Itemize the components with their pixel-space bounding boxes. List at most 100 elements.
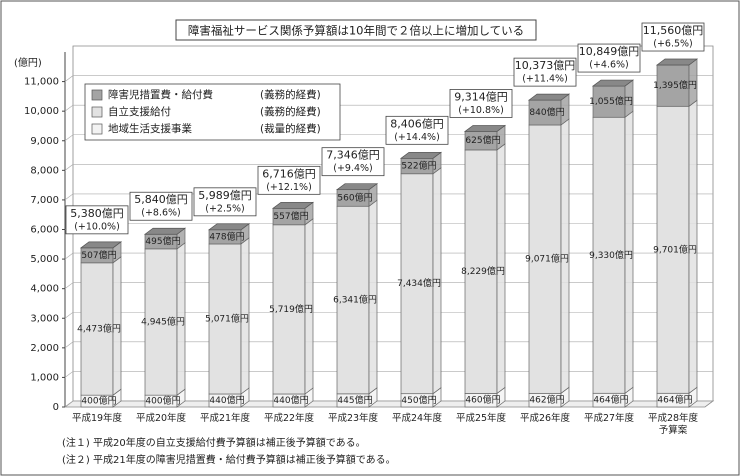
segment-label: 1,395億円 xyxy=(653,79,697,91)
change-label: (+10.0%) xyxy=(74,221,120,232)
chart-title: 障害福祉サービス関係予算額は10年間で２倍以上に増加している xyxy=(188,24,524,38)
total-box xyxy=(257,165,321,195)
bar-segment xyxy=(336,205,370,395)
change-label: (+8.6%) xyxy=(141,208,181,219)
y-tick-label: 5,000 xyxy=(30,254,59,265)
change-label: (+6.5%) xyxy=(653,39,693,50)
segment-label: 400億円 xyxy=(81,395,116,407)
x-tick-label: 平成24年度 xyxy=(391,413,443,424)
bar-segment xyxy=(400,173,434,395)
segment-label: 464億円 xyxy=(593,394,628,406)
change-label: (+12.1%) xyxy=(266,182,312,193)
x-tick-label: 平成19年度 xyxy=(71,413,123,424)
y-tick-label: 9,000 xyxy=(30,136,59,147)
y-tick-label: 3,000 xyxy=(30,313,59,324)
segment-label: 450億円 xyxy=(401,394,436,406)
segment-label: 495億円 xyxy=(145,235,180,247)
legend-label: 自立支援給付 xyxy=(108,105,171,118)
total-label: 11,560億円 xyxy=(643,24,704,37)
note: (注１) 平成20年度の自立支援給付費予算額は補正後予算額である。 xyxy=(62,438,366,449)
segment-label: 4,473億円 xyxy=(77,323,121,335)
x-tick-label: 平成26年度 xyxy=(519,413,571,424)
bar-top xyxy=(655,58,699,66)
segment-label: 460億円 xyxy=(465,394,500,406)
segment-label: 560億円 xyxy=(337,191,372,203)
legend-label: 地域生活支援事業 xyxy=(108,122,192,135)
total-box xyxy=(321,147,385,177)
segment-label: 9,330億円 xyxy=(589,249,633,261)
bar-top xyxy=(527,93,571,101)
bar-top xyxy=(79,241,123,249)
segment-label: 462億円 xyxy=(529,394,564,406)
total-box xyxy=(129,191,193,221)
y-tick-label: 10,000 xyxy=(24,106,59,117)
total-box xyxy=(449,89,513,118)
segment-label: 464億円 xyxy=(657,394,692,406)
y-tick-label: 11,000 xyxy=(24,77,59,88)
change-label: (+4.6%) xyxy=(589,60,629,71)
total-box xyxy=(513,57,577,87)
total-box xyxy=(193,187,257,217)
bar-top xyxy=(207,223,251,231)
bar-top xyxy=(335,183,379,191)
legend-box xyxy=(84,83,341,141)
y-tick-label: 7,000 xyxy=(30,195,59,206)
segment-label: 478億円 xyxy=(209,230,244,242)
change-label: (+11.4%) xyxy=(522,74,568,85)
y-tick-label: 6,000 xyxy=(30,225,59,236)
legend-type: (義務的経費) xyxy=(260,88,321,101)
segment-label: 445億円 xyxy=(337,394,372,406)
segment-label: 5,719億円 xyxy=(269,303,313,315)
total-box xyxy=(65,205,129,235)
total-box xyxy=(577,43,641,73)
bar-top xyxy=(463,125,507,132)
note: (注２) 平成21年度の障害児措置費・給付費予算額は補正後予算額である。 xyxy=(62,455,396,466)
total-label: 10,373億円 xyxy=(515,59,576,72)
y-tick-label: 1,000 xyxy=(30,372,59,383)
bar-top xyxy=(143,227,187,235)
y-tick-label: 2,000 xyxy=(30,343,59,354)
bar-top xyxy=(399,151,443,159)
segment-label: 557億円 xyxy=(273,210,308,222)
legend-swatch xyxy=(91,106,103,118)
y-unit: (億円) xyxy=(14,56,42,69)
segment-label: 4,945億円 xyxy=(141,316,185,328)
legend-type: (義務的経費) xyxy=(260,105,321,118)
segment-label: 8,229億円 xyxy=(461,265,505,277)
total-label: 7,346億円 xyxy=(326,149,380,162)
x-tick-label: 平成27年度 xyxy=(583,413,635,424)
x-tick-label: 平成21年度 xyxy=(199,413,251,424)
segment-label: 6,341億円 xyxy=(333,294,377,306)
segment-label: 625億円 xyxy=(465,134,500,146)
segment-label: 440億円 xyxy=(209,394,244,406)
x-tick-label: 平成20年度 xyxy=(135,413,187,424)
change-label: (+2.5%) xyxy=(205,203,245,214)
segment-label: 5,071億円 xyxy=(205,312,249,324)
change-label: (+9.4%) xyxy=(333,163,373,174)
total-label: 9,314億円 xyxy=(454,90,508,103)
total-box xyxy=(641,22,705,52)
segment-label: 507億円 xyxy=(81,249,116,261)
bar-top xyxy=(591,79,635,87)
segment-label: 1,055億円 xyxy=(589,95,633,107)
segment-label: 840億円 xyxy=(529,106,564,118)
x-tick-label: 平成25年度 xyxy=(455,413,507,424)
y-tick-label: 4,000 xyxy=(30,284,59,295)
total-label: 8,406億円 xyxy=(390,117,444,130)
total-label: 5,989億円 xyxy=(198,189,252,202)
segment-label: 522億円 xyxy=(401,160,436,172)
y-tick-label: 0 xyxy=(53,402,59,413)
change-label: (+10.8%) xyxy=(458,105,504,116)
grid-line xyxy=(64,75,713,82)
segment-label: 9,701億円 xyxy=(653,243,697,255)
segment-label: 400億円 xyxy=(145,395,180,407)
legend-swatch xyxy=(91,89,103,101)
x-tick-label: 平成28年度 予算案 xyxy=(647,413,699,436)
total-label: 10,849億円 xyxy=(579,45,640,58)
legend-swatch xyxy=(91,123,103,135)
legend-label: 障害児措置費・給付費 xyxy=(108,88,213,101)
segment-label: 440億円 xyxy=(273,394,308,406)
y-tick-label: 8,000 xyxy=(30,165,59,176)
